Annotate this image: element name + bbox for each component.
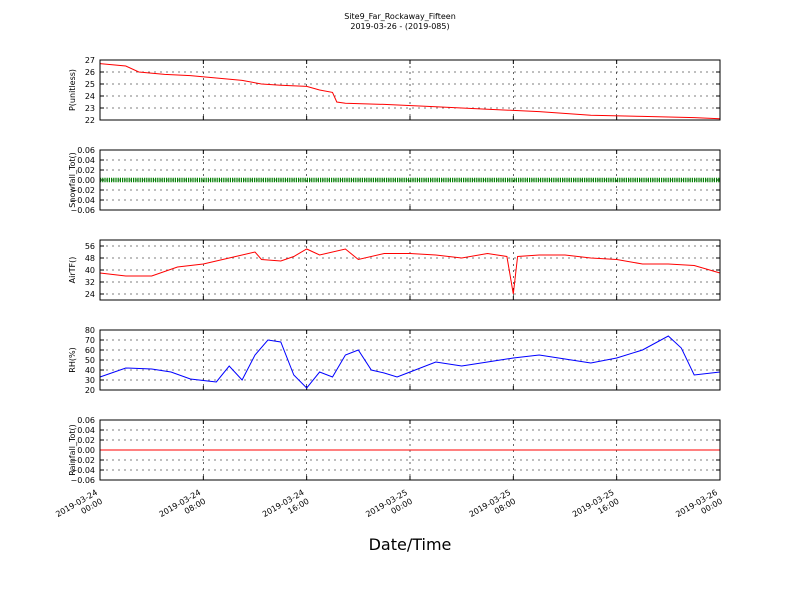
y-tick-label: 27 [85, 56, 95, 65]
x-tick-label: 2019-03-2408:00 [158, 488, 208, 528]
y-tick-label: −0.04 [70, 466, 95, 475]
subplot-2: −0.06−0.04−0.020.000.020.040.06Snowfall_… [68, 146, 721, 215]
y-tick-label: 30 [85, 376, 95, 385]
y-tick-label: 0.02 [77, 436, 95, 445]
y-tick-label: −0.02 [70, 186, 95, 195]
y-tick-label: 0.00 [77, 176, 95, 185]
y-axis-label: RH(%) [68, 347, 77, 372]
x-tick-label: 2019-03-2400:00 [54, 488, 104, 528]
subplot-5: −0.06−0.04−0.020.000.020.040.06Rainfall_… [68, 416, 721, 485]
y-tick-label: 0.06 [77, 146, 95, 155]
y-tick-label: 0.04 [77, 426, 95, 435]
y-tick-label: −0.02 [70, 456, 95, 465]
plot-frame [99, 59, 721, 121]
y-tick-label: 0.02 [77, 166, 95, 175]
plot-frame [99, 419, 721, 481]
series-line-1 [99, 63, 721, 120]
y-tick-label: 60 [85, 346, 95, 355]
y-axis-label: Snowfall_Tot() [68, 152, 77, 208]
series-line-1 [99, 335, 721, 389]
x-tick-label: 2019-03-2500:00 [364, 488, 414, 528]
y-tick-label: 25 [85, 80, 95, 89]
x-tick-label: 2019-03-2516:00 [571, 488, 621, 528]
y-tick-label: 24 [85, 290, 95, 299]
y-tick-label: 48 [85, 254, 95, 263]
subplot-panels: 222324252627P(unitless)−0.06−0.04−0.020.… [54, 56, 724, 528]
y-tick-label: 70 [85, 336, 95, 345]
x-tick-label: 2019-03-2416:00 [261, 488, 311, 528]
y-tick-label: 23 [85, 104, 95, 113]
x-tick-label: 2019-03-2600:00 [674, 488, 724, 528]
y-tick-label: 40 [85, 266, 95, 275]
subplot-1: 22 23 24 25 26 27 P(unitless) [68, 56, 721, 125]
y-tick-label: 80 [85, 326, 95, 335]
y-tick-label: 26 [85, 68, 95, 77]
y-tick-label: 0.04 [77, 156, 95, 165]
y-tick-label: −0.06 [70, 206, 95, 215]
plot-frame [99, 239, 721, 301]
y-tick-label: 0.00 [77, 446, 95, 455]
y-tick-label: 22 [85, 116, 95, 125]
y-tick-label: 40 [85, 366, 95, 375]
y-tick-label: 56 [85, 242, 95, 251]
y-tick-label: 24 [85, 92, 95, 101]
y-tick-label: −0.06 [70, 476, 95, 485]
y-tick-label: 32 [85, 278, 95, 287]
x-tick-label: 2019-03-2508:00 [468, 488, 518, 528]
y-tick-label: −0.04 [70, 196, 95, 205]
chart-subtitle: 2019-03-26 - (2019-085) [350, 22, 449, 31]
subplot-3: 24 32 40 48 56 AirTF() [68, 239, 721, 301]
plot-frame [99, 149, 721, 211]
series-line-1 [99, 248, 721, 295]
y-axis-label: AirTF() [68, 257, 77, 284]
y-tick-label: 0.06 [77, 416, 95, 425]
y-axis-label: P(unitless) [68, 69, 77, 111]
y-axis-label: Rainfall_Tot() [68, 424, 77, 476]
x-axis-label: Date/Time [369, 535, 452, 554]
y-tick-label: 50 [85, 356, 95, 365]
y-tick-label: 20 [85, 386, 95, 395]
plot-frame [99, 329, 721, 391]
chart-title: Site9_Far_Rockaway_Fifteen [344, 12, 456, 21]
